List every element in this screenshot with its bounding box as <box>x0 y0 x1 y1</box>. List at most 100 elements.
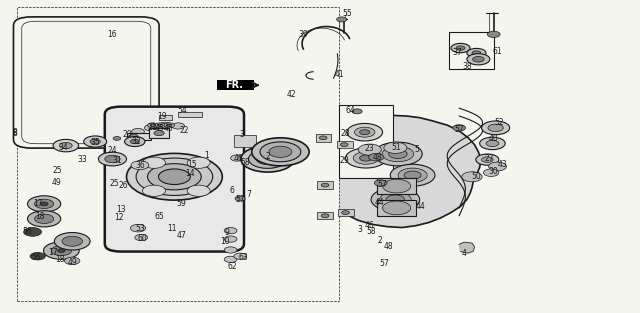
Text: 14: 14 <box>186 168 195 177</box>
Circle shape <box>35 214 54 223</box>
Text: 64: 64 <box>346 106 356 115</box>
Circle shape <box>256 153 279 165</box>
Text: 19: 19 <box>157 112 167 121</box>
Text: 58: 58 <box>241 158 250 167</box>
FancyBboxPatch shape <box>13 17 159 148</box>
Circle shape <box>390 164 435 186</box>
Text: 45: 45 <box>164 124 173 133</box>
Text: 28: 28 <box>340 129 350 138</box>
Text: 61: 61 <box>493 47 502 56</box>
Text: 35: 35 <box>90 138 100 147</box>
Text: 41: 41 <box>334 70 344 80</box>
Circle shape <box>164 123 174 128</box>
Circle shape <box>472 51 481 55</box>
Bar <box>316 134 332 141</box>
Text: 49: 49 <box>67 258 77 267</box>
Text: 47: 47 <box>177 231 186 240</box>
Circle shape <box>342 211 349 214</box>
Circle shape <box>135 234 148 241</box>
Circle shape <box>241 146 294 172</box>
Text: 22: 22 <box>180 126 189 136</box>
Circle shape <box>145 125 157 131</box>
Circle shape <box>28 211 61 227</box>
Text: 2: 2 <box>377 235 382 244</box>
Circle shape <box>462 172 482 182</box>
Text: 50: 50 <box>472 172 481 181</box>
Circle shape <box>99 152 127 166</box>
Text: 44: 44 <box>416 202 426 211</box>
Circle shape <box>369 153 384 161</box>
Text: FR.: FR. <box>225 80 243 90</box>
Bar <box>449 33 493 69</box>
Circle shape <box>53 139 79 152</box>
Text: 48: 48 <box>383 242 393 251</box>
Text: 33: 33 <box>77 155 87 164</box>
Circle shape <box>346 148 387 168</box>
Polygon shape <box>154 209 168 216</box>
Text: 39: 39 <box>298 29 308 38</box>
Circle shape <box>136 158 212 195</box>
Text: 55: 55 <box>342 9 352 18</box>
Circle shape <box>321 183 329 187</box>
Circle shape <box>105 155 120 163</box>
Text: 51: 51 <box>392 143 401 152</box>
Circle shape <box>467 49 486 58</box>
Text: 46: 46 <box>365 222 374 230</box>
Text: 4: 4 <box>461 249 466 258</box>
Text: 57: 57 <box>454 125 464 134</box>
Circle shape <box>456 46 465 50</box>
Circle shape <box>167 124 172 126</box>
Circle shape <box>398 168 427 182</box>
Bar <box>234 135 256 147</box>
Text: 9: 9 <box>225 228 230 237</box>
Circle shape <box>467 54 490 65</box>
Text: 16: 16 <box>108 30 117 39</box>
Circle shape <box>158 124 163 126</box>
Circle shape <box>319 136 327 140</box>
Circle shape <box>54 233 90 250</box>
Circle shape <box>235 196 245 201</box>
Circle shape <box>224 236 237 242</box>
Circle shape <box>143 185 166 196</box>
Circle shape <box>355 127 375 137</box>
Text: 52: 52 <box>494 118 504 127</box>
Circle shape <box>383 179 411 193</box>
Text: 15: 15 <box>188 160 197 169</box>
Text: 53: 53 <box>135 224 145 233</box>
Circle shape <box>60 142 72 149</box>
Polygon shape <box>118 180 129 187</box>
Text: 31: 31 <box>113 156 122 165</box>
Text: 7: 7 <box>246 190 251 199</box>
Circle shape <box>234 253 246 259</box>
Circle shape <box>224 247 237 253</box>
Text: 57: 57 <box>379 259 388 268</box>
Text: 12: 12 <box>114 213 124 222</box>
Text: 43: 43 <box>497 160 507 169</box>
Text: 60: 60 <box>138 233 147 243</box>
Circle shape <box>159 169 190 185</box>
Circle shape <box>58 249 65 253</box>
Text: 63: 63 <box>239 253 248 262</box>
Polygon shape <box>460 242 474 253</box>
Polygon shape <box>173 196 184 204</box>
Circle shape <box>382 146 413 162</box>
Circle shape <box>487 31 500 38</box>
Circle shape <box>148 164 201 190</box>
Circle shape <box>172 123 184 129</box>
Text: 18: 18 <box>36 212 45 221</box>
Text: 5: 5 <box>415 145 419 154</box>
Circle shape <box>386 195 404 204</box>
Polygon shape <box>117 202 126 208</box>
Circle shape <box>488 124 503 131</box>
Circle shape <box>131 224 146 232</box>
Circle shape <box>51 246 72 256</box>
Text: 48: 48 <box>372 153 382 162</box>
Circle shape <box>224 228 237 234</box>
Circle shape <box>125 136 145 146</box>
Circle shape <box>353 152 379 164</box>
Circle shape <box>84 136 107 147</box>
Text: 25: 25 <box>109 179 119 188</box>
Text: 10: 10 <box>221 237 230 246</box>
Circle shape <box>150 124 156 126</box>
Text: 8: 8 <box>12 129 17 138</box>
